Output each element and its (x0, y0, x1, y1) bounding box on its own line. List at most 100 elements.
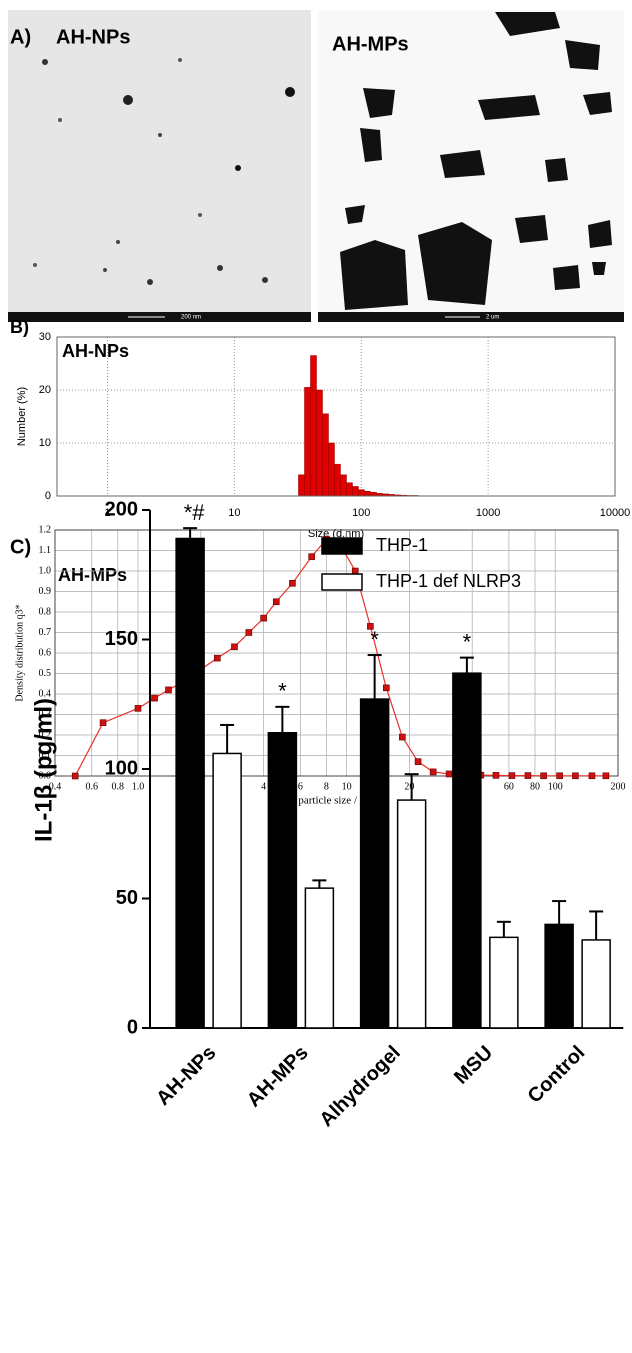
marker (399, 733, 406, 741)
marker (445, 770, 453, 778)
tem-image-left (8, 10, 311, 322)
bar (334, 463, 341, 497)
x-tick-label: AH-MPs (243, 1042, 313, 1112)
y-tick-label: 0.9 (39, 586, 52, 597)
y-tick-label: 50 (116, 887, 138, 909)
y-tick-label: 0.2 (39, 729, 52, 740)
x-tick-label: 60 (504, 781, 514, 792)
marker (134, 705, 142, 712)
y-tick-label: 10 (39, 437, 51, 449)
y-tick-label: 150 (105, 628, 138, 650)
y-tick-label: 1.1 (39, 545, 52, 556)
bar (370, 492, 377, 497)
bar (396, 799, 427, 1029)
x-tick-label: 10 (342, 781, 352, 792)
marker (508, 772, 516, 779)
y-tick-label: 0.0 (39, 770, 52, 781)
bar (352, 486, 359, 497)
x-tick-label: Control (524, 1042, 590, 1108)
panel-label: C) (10, 536, 31, 558)
significance-marker: *# (184, 500, 206, 525)
image-title: AH-NPs (56, 26, 130, 48)
bar (316, 389, 323, 497)
y-tick-label: 0.4 (39, 688, 52, 699)
y-tick-label: 30 (39, 331, 51, 343)
marker (272, 598, 280, 606)
bar (581, 939, 611, 1029)
marker (231, 643, 238, 651)
bar (452, 672, 482, 1029)
bar (364, 490, 371, 497)
bar (346, 482, 353, 497)
scale-bar-label: 2 um (486, 315, 499, 321)
y-tick-label: 1.2 (39, 524, 52, 535)
x-tick-label: 10 (228, 507, 240, 519)
legend-label: THP-1 def NLRP3 (376, 571, 521, 591)
marker (524, 772, 532, 779)
marker (383, 684, 390, 692)
x-tick-label: 4 (261, 781, 266, 792)
x-tick-label: AH-NPs (152, 1042, 220, 1110)
bar (267, 731, 298, 1029)
x-tick-label: 20 (404, 781, 414, 792)
marker (414, 758, 422, 765)
y-tick-label: 0.6 (39, 647, 52, 658)
chart-title: AH-NPs (62, 341, 129, 361)
x-axis-label: Size (d.nm) (308, 528, 364, 540)
marker (71, 772, 79, 780)
marker (214, 654, 221, 662)
plot-frame (54, 529, 619, 777)
marker (260, 614, 267, 622)
bar (304, 887, 335, 1029)
y-axis-label: IL-1β (pg/ml) (30, 698, 57, 842)
x-tick-label: 80 (530, 781, 540, 792)
marker (165, 686, 172, 694)
marker (351, 567, 359, 575)
y-tick-label: 20 (39, 384, 51, 396)
y-tick-label: 0 (127, 1016, 138, 1038)
significance-marker: * (278, 679, 287, 704)
bar (310, 355, 317, 497)
bar (298, 474, 305, 497)
x-tick-label: Alhydrogel (315, 1042, 404, 1131)
tem-image-right (318, 10, 624, 322)
y-tick-label: 0.3 (39, 709, 52, 720)
bar (322, 413, 329, 497)
y-tick-label: 0.7 (39, 627, 52, 638)
marker (572, 772, 579, 780)
bar (175, 537, 205, 1029)
significance-marker: * (370, 627, 379, 652)
marker (588, 772, 596, 780)
bar (304, 387, 311, 497)
marker (602, 772, 610, 780)
x-tick-label: MSU (450, 1042, 497, 1089)
marker (492, 772, 500, 779)
marker (99, 719, 107, 727)
x-tick-label: 0.4 (49, 781, 62, 792)
bar (328, 442, 335, 497)
significance-marker: * (463, 629, 472, 654)
chart-title: AH-MPs (58, 565, 127, 585)
x-tick-label: 200 (611, 781, 626, 792)
x-axis-label: particle size / µm (298, 795, 375, 807)
x-tick-label: 6 (298, 781, 303, 792)
marker (151, 694, 158, 702)
x-tick-label: 1.0 (132, 781, 145, 792)
bar (544, 923, 574, 1029)
y-tick-label: 0.1 (39, 750, 52, 761)
marker (556, 772, 563, 780)
y-tick-label: 0.8 (39, 606, 52, 617)
marker (367, 623, 374, 630)
scale-bar-label: 200 nm (181, 315, 201, 321)
legend-label: THP-1 (376, 535, 428, 555)
bar (359, 698, 390, 1029)
x-tick-label: 0.8 (112, 781, 125, 792)
marker (540, 772, 547, 780)
y-tick-label: 100 (105, 757, 138, 779)
x-tick-label: 1000 (476, 507, 500, 519)
x-tick-label: 10000 (600, 507, 631, 519)
y-tick-label: 0.5 (39, 668, 52, 679)
plot-frame (56, 336, 616, 497)
